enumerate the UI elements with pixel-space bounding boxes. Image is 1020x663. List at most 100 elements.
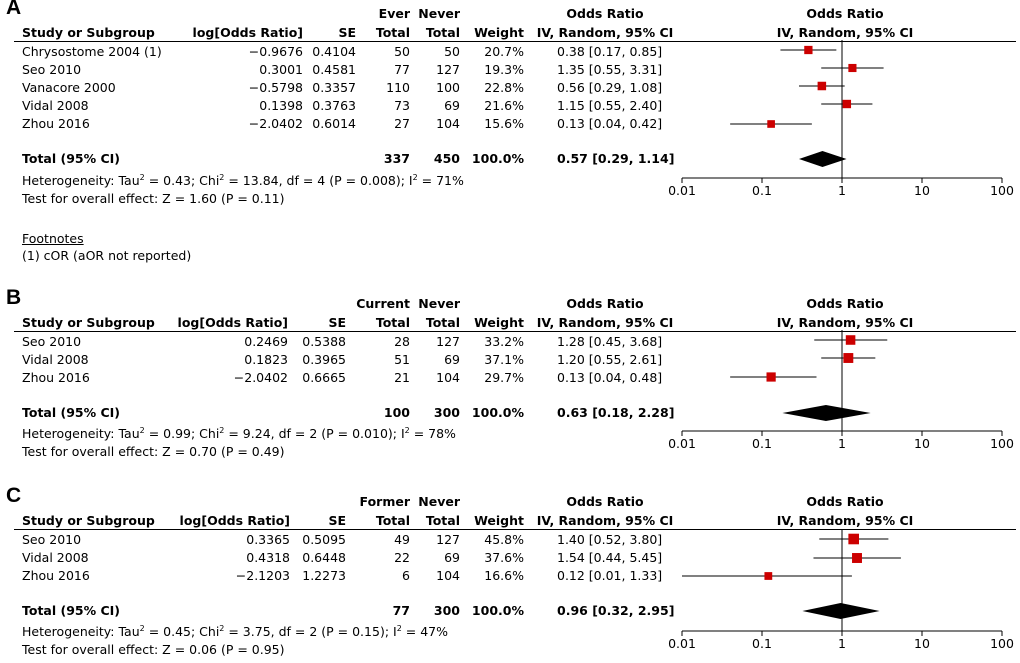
ctrl-total: 127 [436,62,460,77]
exp-total: 6 [402,568,410,583]
study-marker [767,120,775,128]
total-ctrl: 300 [433,603,460,618]
or-method-header: IV, Random, 95% CI [536,25,674,40]
se-value: 0.6665 [302,370,346,385]
total-weight: 100.0% [471,151,524,166]
log-or-header: log[Odds Ratio] [179,513,290,528]
study-header: Study or Subgroup [22,25,155,40]
total-label: Total (95% CI) [22,151,121,166]
x-tick-label: 0.01 [668,183,696,198]
or-ci: 1.40 [0.52, 3.80] [557,532,663,547]
exp-group-header: Current [356,296,410,311]
or-header: Odds Ratio [566,296,644,311]
se-value: 0.3763 [312,98,356,113]
study-name: Vanacore 2000 [22,80,116,95]
study-header: Study or Subgroup [22,513,155,528]
total-exp: 337 [383,151,410,166]
log-or: 0.3365 [246,532,290,547]
or-method-header: IV, Random, 95% CI [536,315,674,330]
log-or: 0.3001 [259,62,303,77]
exp-total: 28 [394,334,410,349]
panel-label: A [6,0,22,19]
weight: 16.6% [484,568,524,583]
exp-total-header: Total [375,513,410,528]
ctrl-total: 104 [436,116,460,131]
study-name: Zhou 2016 [22,370,90,385]
total-label: Total (95% CI) [22,405,121,420]
forest-plot: 0.01 0.1 1 10 100 [668,330,1014,451]
header-rule [14,41,1016,42]
ctrl-total: 69 [444,550,460,565]
se-value: 0.5388 [302,334,346,349]
weight: 20.7% [484,44,524,59]
study-name: Chrysostome 2004 (1) [22,44,162,59]
se-value: 0.4581 [312,62,356,77]
study-name: Vidal 2008 [22,98,89,113]
x-tick-label: 0.01 [668,636,696,651]
study-marker [842,99,852,109]
total-or-ci: 0.63 [0.18, 2.28] [557,405,675,420]
study-name: Seo 2010 [22,62,82,77]
weight: 29.7% [484,370,524,385]
x-tick-label: 100 [990,183,1014,198]
x-tick-label: 10 [914,636,930,651]
pooled-diamond [798,151,847,167]
ctrl-total: 100 [436,80,460,95]
x-tick-label: 100 [990,436,1014,451]
weight-header: Weight [474,25,524,40]
exp-total: 73 [394,98,410,113]
se-header: SE [328,513,346,528]
log-or: −2.1203 [235,568,290,583]
total-exp: 100 [383,405,410,420]
exp-total: 50 [394,44,410,59]
study-header: Study or Subgroup [22,315,155,330]
header-rule [14,331,1016,332]
x-tick-label: 1 [838,436,846,451]
plot-title: Odds Ratio [806,494,884,509]
study-name: Vidal 2008 [22,352,89,367]
exp-total: 27 [394,116,410,131]
weight: 21.6% [484,98,524,113]
weight-header: Weight [474,513,524,528]
plot-method: IV, Random, 95% CI [776,25,914,40]
study-name: Seo 2010 [22,532,82,547]
log-or: 0.1398 [259,98,303,113]
study-marker [843,353,854,363]
or-header: Odds Ratio [566,6,644,21]
x-tick-label: 1 [838,183,846,198]
or-ci: 1.15 [0.55, 2.40] [557,98,663,113]
se-value: 0.3357 [312,80,356,95]
or-ci: 0.13 [0.04, 0.48] [557,370,663,385]
x-tick-label: 10 [914,183,930,198]
ctrl-total-header: Total [425,25,460,40]
total-exp: 77 [392,603,410,618]
study-name: Zhou 2016 [22,116,90,131]
or-ci: 0.56 [0.29, 1.08] [557,80,663,95]
se-value: 0.6014 [312,116,356,131]
ctrl-total: 127 [436,334,460,349]
panel-c: C Former Never Odds Ratio Odds Ratio Stu… [0,484,1020,663]
or-ci: 1.20 [0.55, 2.61] [557,352,663,367]
total-weight: 100.0% [471,405,524,420]
panel-label: B [6,286,22,309]
weight: 33.2% [484,334,524,349]
study-marker [848,533,859,545]
ctrl-total: 69 [444,352,460,367]
exp-total-header: Total [375,25,410,40]
or-ci: 0.13 [0.04, 0.42] [557,116,663,131]
weight: 37.1% [484,352,524,367]
se-value: 0.4104 [312,44,356,59]
overall-effect: Test for overall effect: Z = 0.06 (P = 0… [22,642,285,657]
total-label: Total (95% CI) [22,603,121,618]
ctrl-total: 127 [436,532,460,547]
x-tick-label: 0.1 [752,636,772,651]
heterogeneity: Heterogeneity: Tau2 = 0.45; Chi2 = 3.75,… [22,624,448,639]
study-name: Zhou 2016 [22,568,90,583]
ctrl-total: 69 [444,98,460,113]
or-ci: 1.28 [0.45, 3.68] [557,334,663,349]
total-ctrl: 300 [433,405,460,420]
or-header: Odds Ratio [566,494,644,509]
x-tick-label: 0.1 [752,183,772,198]
study-marker [845,335,856,345]
weight: 15.6% [484,116,524,131]
